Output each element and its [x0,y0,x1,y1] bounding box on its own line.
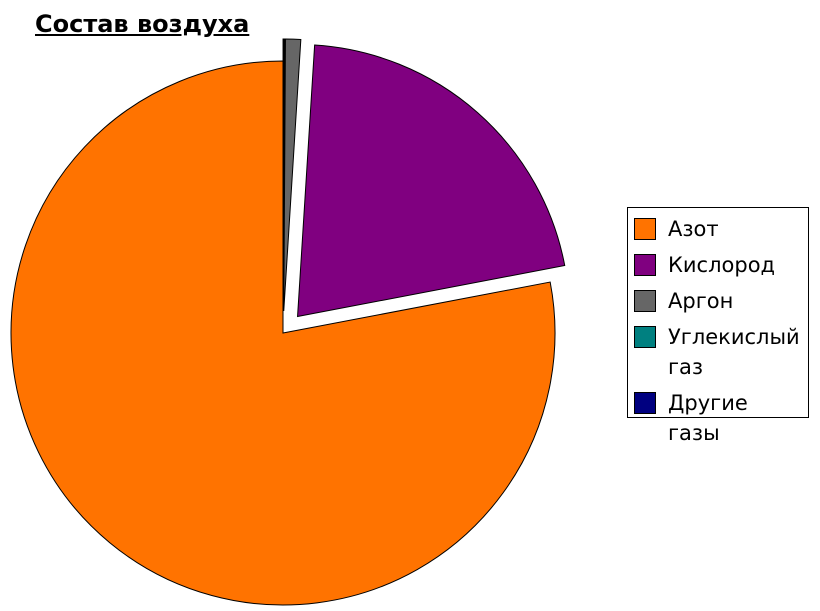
legend-label: Аргон [668,289,734,313]
legend-label: Кислород [668,253,776,277]
legend-swatch [634,392,656,414]
legend-item: Азот [634,214,804,244]
legend-item: Другие газы [634,388,804,448]
legend-label: Углекислый газ [668,325,800,379]
legend: Азот Кислород Аргон Углекислый газ Другие га… [627,207,809,445]
legend-swatch [634,326,656,348]
legend-swatch [634,254,656,276]
chart-title: Состав воздуха [35,10,250,38]
pie-slice [10,60,556,606]
legend-item: Кислород [634,250,804,280]
pie-slice [282,38,286,312]
legend-swatch [634,218,656,240]
legend-swatch [634,290,656,312]
legend-label: Азот [668,217,719,241]
pie-slice [283,38,302,312]
pie-slice [297,44,566,318]
legend-item: Углекислый газ [634,322,804,382]
legend-label: Другие газы [668,391,748,445]
legend-item: Аргон [634,286,804,316]
